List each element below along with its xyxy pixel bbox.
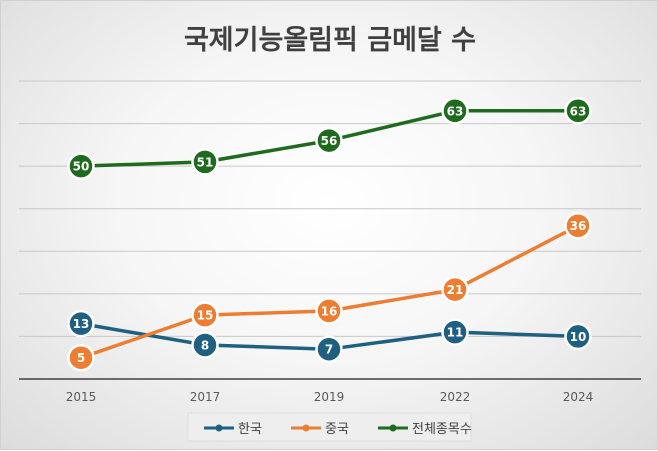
data-point <box>564 97 592 125</box>
data-point <box>564 322 592 351</box>
data-point <box>315 335 343 363</box>
legend-box <box>187 412 472 442</box>
data-label: 5 <box>77 351 85 365</box>
data-label: 11 <box>447 326 464 340</box>
data-point <box>191 331 219 359</box>
legend-label: 전체종목수 <box>412 422 472 437</box>
data-label: 13 <box>73 317 90 331</box>
legend-swatch-marker <box>302 424 310 432</box>
legend-swatch-marker <box>389 424 397 432</box>
data-point <box>315 297 343 325</box>
series-한국: 13 8 7 11 10 <box>67 309 592 363</box>
x-tick-label: 2022 <box>440 390 471 404</box>
legend-swatch-marker <box>215 424 223 432</box>
data-point <box>67 309 95 338</box>
legend-entry: 한국 <box>204 422 262 437</box>
x-tick-label: 2015 <box>66 390 97 404</box>
data-point <box>441 318 469 346</box>
chart-title: 국제기능올림픽 금메달 수 <box>184 25 476 56</box>
series-layer: 13 8 7 11 10 5 15 16 21 36 50 51 56 63 63 <box>67 97 592 372</box>
data-point <box>191 148 219 176</box>
data-point <box>67 343 95 372</box>
x-tick-label: 2024 <box>563 390 594 404</box>
data-point <box>441 97 469 125</box>
legend-entry: 전체종목수 <box>378 422 472 437</box>
data-point <box>441 275 469 304</box>
data-label: 63 <box>570 104 587 118</box>
x-tick-label: 2019 <box>314 390 345 404</box>
data-label: 56 <box>321 134 338 148</box>
series-전체종목수: 50 51 56 63 63 <box>67 97 592 180</box>
data-label: 50 <box>73 160 90 174</box>
data-label: 7 <box>325 343 333 357</box>
legend-label: 한국 <box>238 422 262 437</box>
data-label: 15 <box>197 309 214 323</box>
x-axis: 2015 2017 2019 2022 2024 <box>19 378 641 404</box>
data-label: 21 <box>447 283 464 297</box>
data-point <box>67 152 95 180</box>
legend: 한국 중국 전체종목수 <box>187 412 472 442</box>
data-label: 10 <box>570 330 587 344</box>
data-label: 16 <box>321 304 338 318</box>
data-label: 8 <box>201 338 209 352</box>
data-label: 63 <box>447 104 464 118</box>
data-label: 51 <box>197 155 214 169</box>
data-point <box>191 301 219 329</box>
x-tick-label: 2017 <box>190 390 221 404</box>
legend-label: 중국 <box>325 422 349 437</box>
series-중국: 5 15 16 21 36 <box>67 211 592 372</box>
data-point <box>564 211 592 240</box>
data-label: 36 <box>570 219 587 233</box>
data-point <box>315 126 343 155</box>
legend-entry: 중국 <box>291 422 349 437</box>
